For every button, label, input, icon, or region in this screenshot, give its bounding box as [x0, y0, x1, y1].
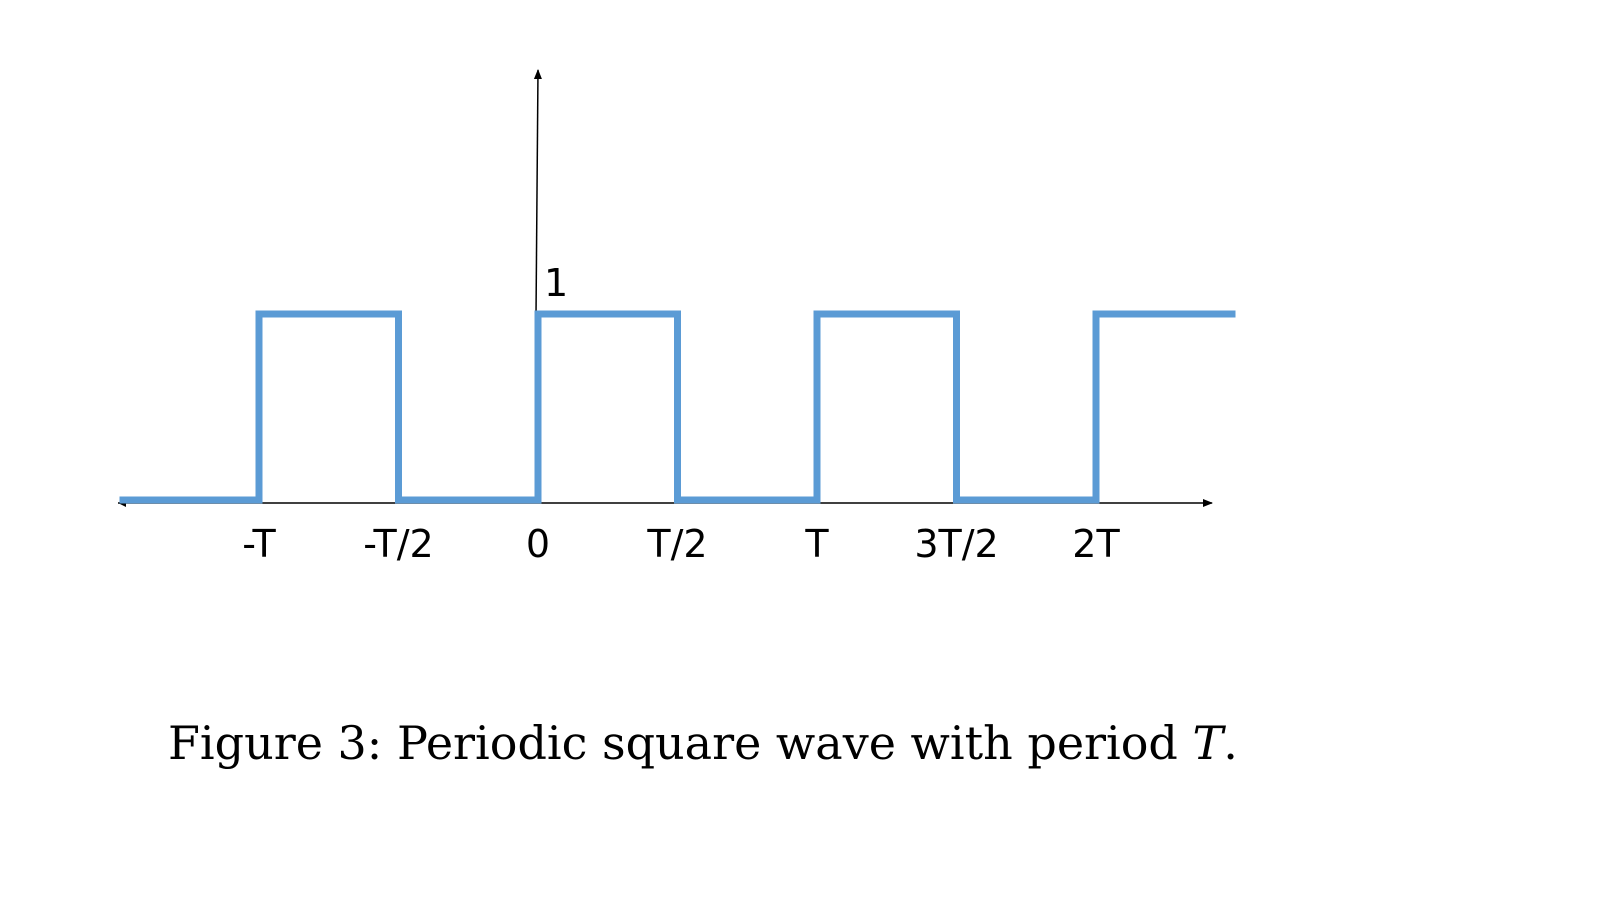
y-tick-label: 1: [544, 261, 568, 305]
tick-labels: -T -T/2 0 T/2 T 3T/2 2T 1: [242, 261, 1120, 566]
axes: [118, 69, 1213, 507]
x-tick-label: T: [804, 522, 829, 566]
wave-layer: [119, 310, 1236, 504]
square-wave-line: [119, 310, 1236, 504]
x-tick-label: -T/2: [363, 522, 433, 566]
figure-caption: Figure 3: Periodic square wave with peri…: [168, 716, 1238, 770]
caption-prefix: Figure 3:: [168, 716, 383, 770]
x-tick-label: 3T/2: [914, 522, 998, 566]
caption-variable: T: [1192, 716, 1224, 770]
x-tick-label: T/2: [646, 522, 707, 566]
caption-suffix: .: [1223, 716, 1238, 770]
x-tick-label: -T: [242, 522, 276, 566]
caption-text: Periodic square wave with period: [396, 716, 1178, 770]
x-tick-label: 2T: [1072, 522, 1120, 566]
x-tick-label: 0: [526, 522, 550, 566]
y-axis: [533, 69, 542, 317]
